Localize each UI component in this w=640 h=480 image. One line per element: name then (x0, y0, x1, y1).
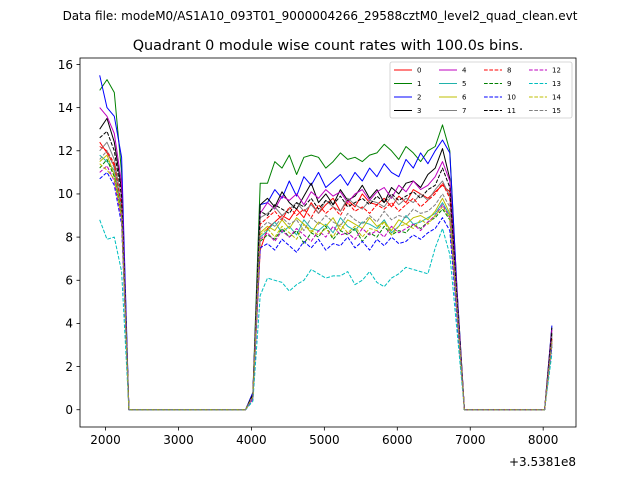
x-tick-label: 5000 (309, 433, 340, 447)
plot-area: 2000 3000 4000 5000 6000 7000 8000 02468101214… (58, 57, 577, 469)
legend-label-15: 15 (552, 107, 561, 115)
legend-label-0: 0 (417, 67, 421, 75)
legend-label-1: 1 (417, 80, 421, 88)
legend-label-9: 9 (507, 80, 511, 88)
series-line-15 (99, 150, 553, 411)
x-axis: 2000 3000 4000 5000 6000 7000 8000 (90, 427, 558, 447)
x-offset-label: +3.5381e8 (509, 455, 576, 469)
y-tick-label: 2 (65, 360, 73, 374)
legend-label-5: 5 (462, 80, 466, 88)
legend-label-12: 12 (552, 67, 561, 75)
legend-label-6: 6 (462, 94, 467, 102)
x-tick-label: 6000 (382, 433, 413, 447)
legend-label-13: 13 (552, 80, 561, 88)
y-tick-label: 16 (58, 58, 73, 72)
x-tick-label: 4000 (236, 433, 267, 447)
y-tick-label: 8 (65, 230, 73, 244)
y-tick-label: 10 (58, 187, 73, 201)
chart-title: Quadrant 0 module wise count rates with … (133, 38, 524, 54)
legend-label-10: 10 (507, 94, 516, 102)
x-tick-label: 7000 (455, 433, 486, 447)
series-layer (99, 75, 553, 411)
legend-label-11: 11 (507, 107, 516, 115)
figure-suptitle: Data file: modeM0/AS1A10_093T01_90000042… (63, 9, 578, 23)
y-axis: 0 2 4 6 8 10 12 14 16 (58, 58, 80, 417)
y-tick-label: 4 (65, 317, 73, 331)
legend-frame (389, 61, 573, 119)
y-tick-label: 0 (65, 403, 73, 417)
x-tick-label: 2000 (90, 433, 121, 447)
legend-label-4: 4 (462, 67, 467, 75)
y-tick-label: 14 (58, 101, 73, 115)
legend-label-3: 3 (417, 107, 421, 115)
legend-label-2: 2 (417, 94, 421, 102)
legend-label-7: 7 (462, 107, 466, 115)
axes-frame (79, 57, 577, 428)
x-tick-label: 8000 (528, 433, 559, 447)
x-tick-label: 3000 (163, 433, 194, 447)
y-tick-label: 6 (65, 274, 73, 288)
y-tick-label: 12 (58, 144, 73, 158)
legend-label-14: 14 (552, 94, 561, 102)
legend-label-8: 8 (507, 67, 511, 75)
